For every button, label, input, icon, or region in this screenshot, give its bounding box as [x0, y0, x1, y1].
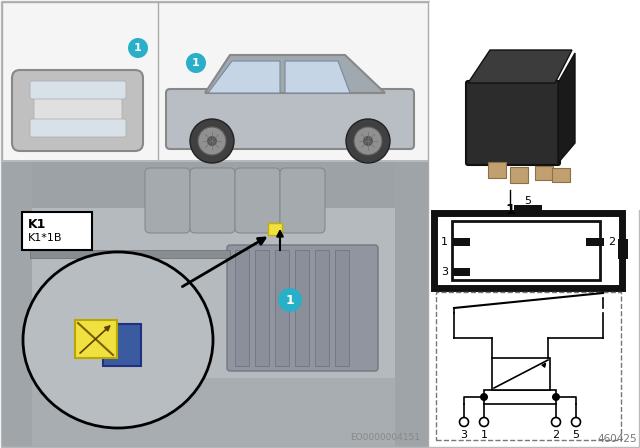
Polygon shape — [285, 61, 350, 93]
Text: K1*1B: K1*1B — [28, 233, 63, 243]
Bar — [484, 390, 556, 404]
Polygon shape — [468, 50, 572, 83]
Circle shape — [480, 393, 488, 401]
Text: 2: 2 — [552, 430, 559, 440]
FancyBboxPatch shape — [12, 70, 143, 151]
Text: 1: 1 — [441, 237, 448, 247]
FancyBboxPatch shape — [190, 168, 235, 233]
Bar — [268, 223, 282, 235]
Text: 3: 3 — [441, 267, 448, 277]
Text: 1: 1 — [481, 430, 488, 440]
Bar — [295, 250, 309, 366]
FancyBboxPatch shape — [145, 168, 190, 233]
Bar — [510, 167, 528, 183]
Polygon shape — [205, 55, 385, 93]
Bar — [275, 250, 289, 366]
Bar — [235, 250, 249, 366]
Text: 1: 1 — [285, 293, 294, 306]
Text: EO0000004151: EO0000004151 — [350, 433, 420, 442]
Bar — [103, 324, 141, 366]
Bar — [315, 250, 329, 366]
Text: 2: 2 — [608, 237, 615, 247]
Circle shape — [198, 127, 226, 155]
FancyBboxPatch shape — [235, 168, 280, 233]
FancyBboxPatch shape — [30, 81, 126, 99]
Circle shape — [186, 53, 206, 73]
Bar — [2, 162, 32, 446]
Circle shape — [572, 418, 580, 426]
Bar — [255, 250, 269, 366]
Circle shape — [354, 127, 382, 155]
FancyBboxPatch shape — [166, 89, 414, 149]
Bar — [514, 205, 542, 215]
Bar — [2, 162, 428, 208]
Text: 5: 5 — [525, 196, 531, 206]
Polygon shape — [558, 53, 575, 163]
Bar — [430, 0, 640, 210]
Bar — [2, 376, 428, 446]
FancyBboxPatch shape — [280, 168, 325, 233]
Bar — [618, 239, 628, 259]
Circle shape — [363, 136, 373, 146]
Text: 5: 5 — [573, 430, 579, 440]
Bar — [434, 213, 622, 288]
FancyBboxPatch shape — [30, 119, 126, 137]
Bar — [452, 221, 600, 280]
Bar — [30, 250, 230, 258]
Bar — [2, 162, 428, 446]
Text: 1: 1 — [505, 203, 515, 217]
Bar — [552, 168, 570, 182]
Circle shape — [190, 119, 234, 163]
Bar — [22, 212, 92, 250]
Circle shape — [346, 119, 390, 163]
Bar — [492, 358, 550, 390]
Polygon shape — [208, 61, 280, 93]
Bar — [535, 166, 553, 180]
Bar — [395, 162, 428, 446]
Bar — [586, 238, 604, 246]
Bar — [335, 250, 349, 366]
Text: 460425: 460425 — [597, 434, 637, 444]
Ellipse shape — [23, 252, 213, 428]
Bar — [452, 238, 470, 246]
Circle shape — [479, 418, 488, 426]
Text: 1: 1 — [192, 58, 200, 68]
FancyBboxPatch shape — [227, 245, 378, 371]
Bar — [75, 320, 117, 358]
Circle shape — [278, 288, 302, 312]
Circle shape — [128, 38, 148, 58]
FancyBboxPatch shape — [34, 85, 122, 135]
Text: 3: 3 — [461, 430, 467, 440]
Bar — [2, 2, 428, 161]
FancyBboxPatch shape — [466, 81, 560, 165]
Bar — [436, 292, 621, 440]
Bar — [2, 160, 428, 378]
Bar — [488, 162, 506, 178]
Bar — [452, 268, 470, 276]
Text: K1: K1 — [28, 217, 46, 231]
Circle shape — [460, 418, 468, 426]
Circle shape — [552, 418, 561, 426]
Circle shape — [207, 136, 217, 146]
Text: 1: 1 — [134, 43, 142, 53]
Circle shape — [552, 393, 560, 401]
